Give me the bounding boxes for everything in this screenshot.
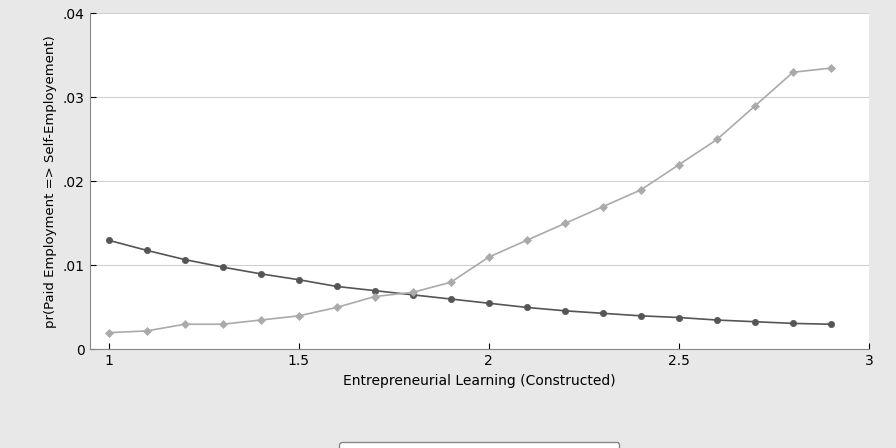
Small Firms xyxy=(521,237,532,243)
Large Firms xyxy=(635,313,646,319)
Small Firms xyxy=(369,294,380,299)
Large Firms xyxy=(788,321,798,326)
Large Firms xyxy=(179,257,190,262)
Small Firms xyxy=(255,317,266,323)
Small Firms xyxy=(408,290,418,295)
Large Firms xyxy=(332,284,342,289)
Large Firms xyxy=(484,301,495,306)
Small Firms xyxy=(332,305,342,310)
Large Firms xyxy=(369,288,380,293)
Large Firms xyxy=(826,322,837,327)
Line: Small Firms: Small Firms xyxy=(106,65,834,336)
Small Firms xyxy=(826,65,837,71)
Large Firms xyxy=(218,264,228,270)
Y-axis label: pr(Paid Employment => Self-Employement): pr(Paid Employment => Self-Employement) xyxy=(44,35,57,328)
X-axis label: Entrepreneurial Learning (Constructed): Entrepreneurial Learning (Constructed) xyxy=(343,374,616,388)
Small Firms xyxy=(179,322,190,327)
Large Firms xyxy=(521,305,532,310)
Large Firms xyxy=(293,277,304,282)
Large Firms xyxy=(408,292,418,297)
Small Firms xyxy=(559,221,570,226)
Small Firms xyxy=(218,322,228,327)
Small Firms xyxy=(788,69,798,75)
Small Firms xyxy=(674,162,685,168)
Large Firms xyxy=(598,310,608,316)
Large Firms xyxy=(750,319,761,324)
Small Firms xyxy=(103,330,114,335)
Large Firms xyxy=(255,271,266,276)
Small Firms xyxy=(445,280,456,285)
Large Firms xyxy=(711,317,722,323)
Legend: Large Firms, Small Firms: Large Firms, Small Firms xyxy=(340,442,619,448)
Small Firms xyxy=(598,204,608,209)
Large Firms xyxy=(103,237,114,243)
Small Firms xyxy=(484,254,495,260)
Small Firms xyxy=(635,187,646,193)
Small Firms xyxy=(711,137,722,142)
Large Firms xyxy=(674,315,685,320)
Large Firms xyxy=(445,297,456,302)
Line: Large Firms: Large Firms xyxy=(106,237,834,327)
Large Firms xyxy=(142,248,152,253)
Small Firms xyxy=(142,328,152,334)
Large Firms xyxy=(559,308,570,314)
Small Firms xyxy=(750,103,761,108)
Small Firms xyxy=(293,313,304,319)
